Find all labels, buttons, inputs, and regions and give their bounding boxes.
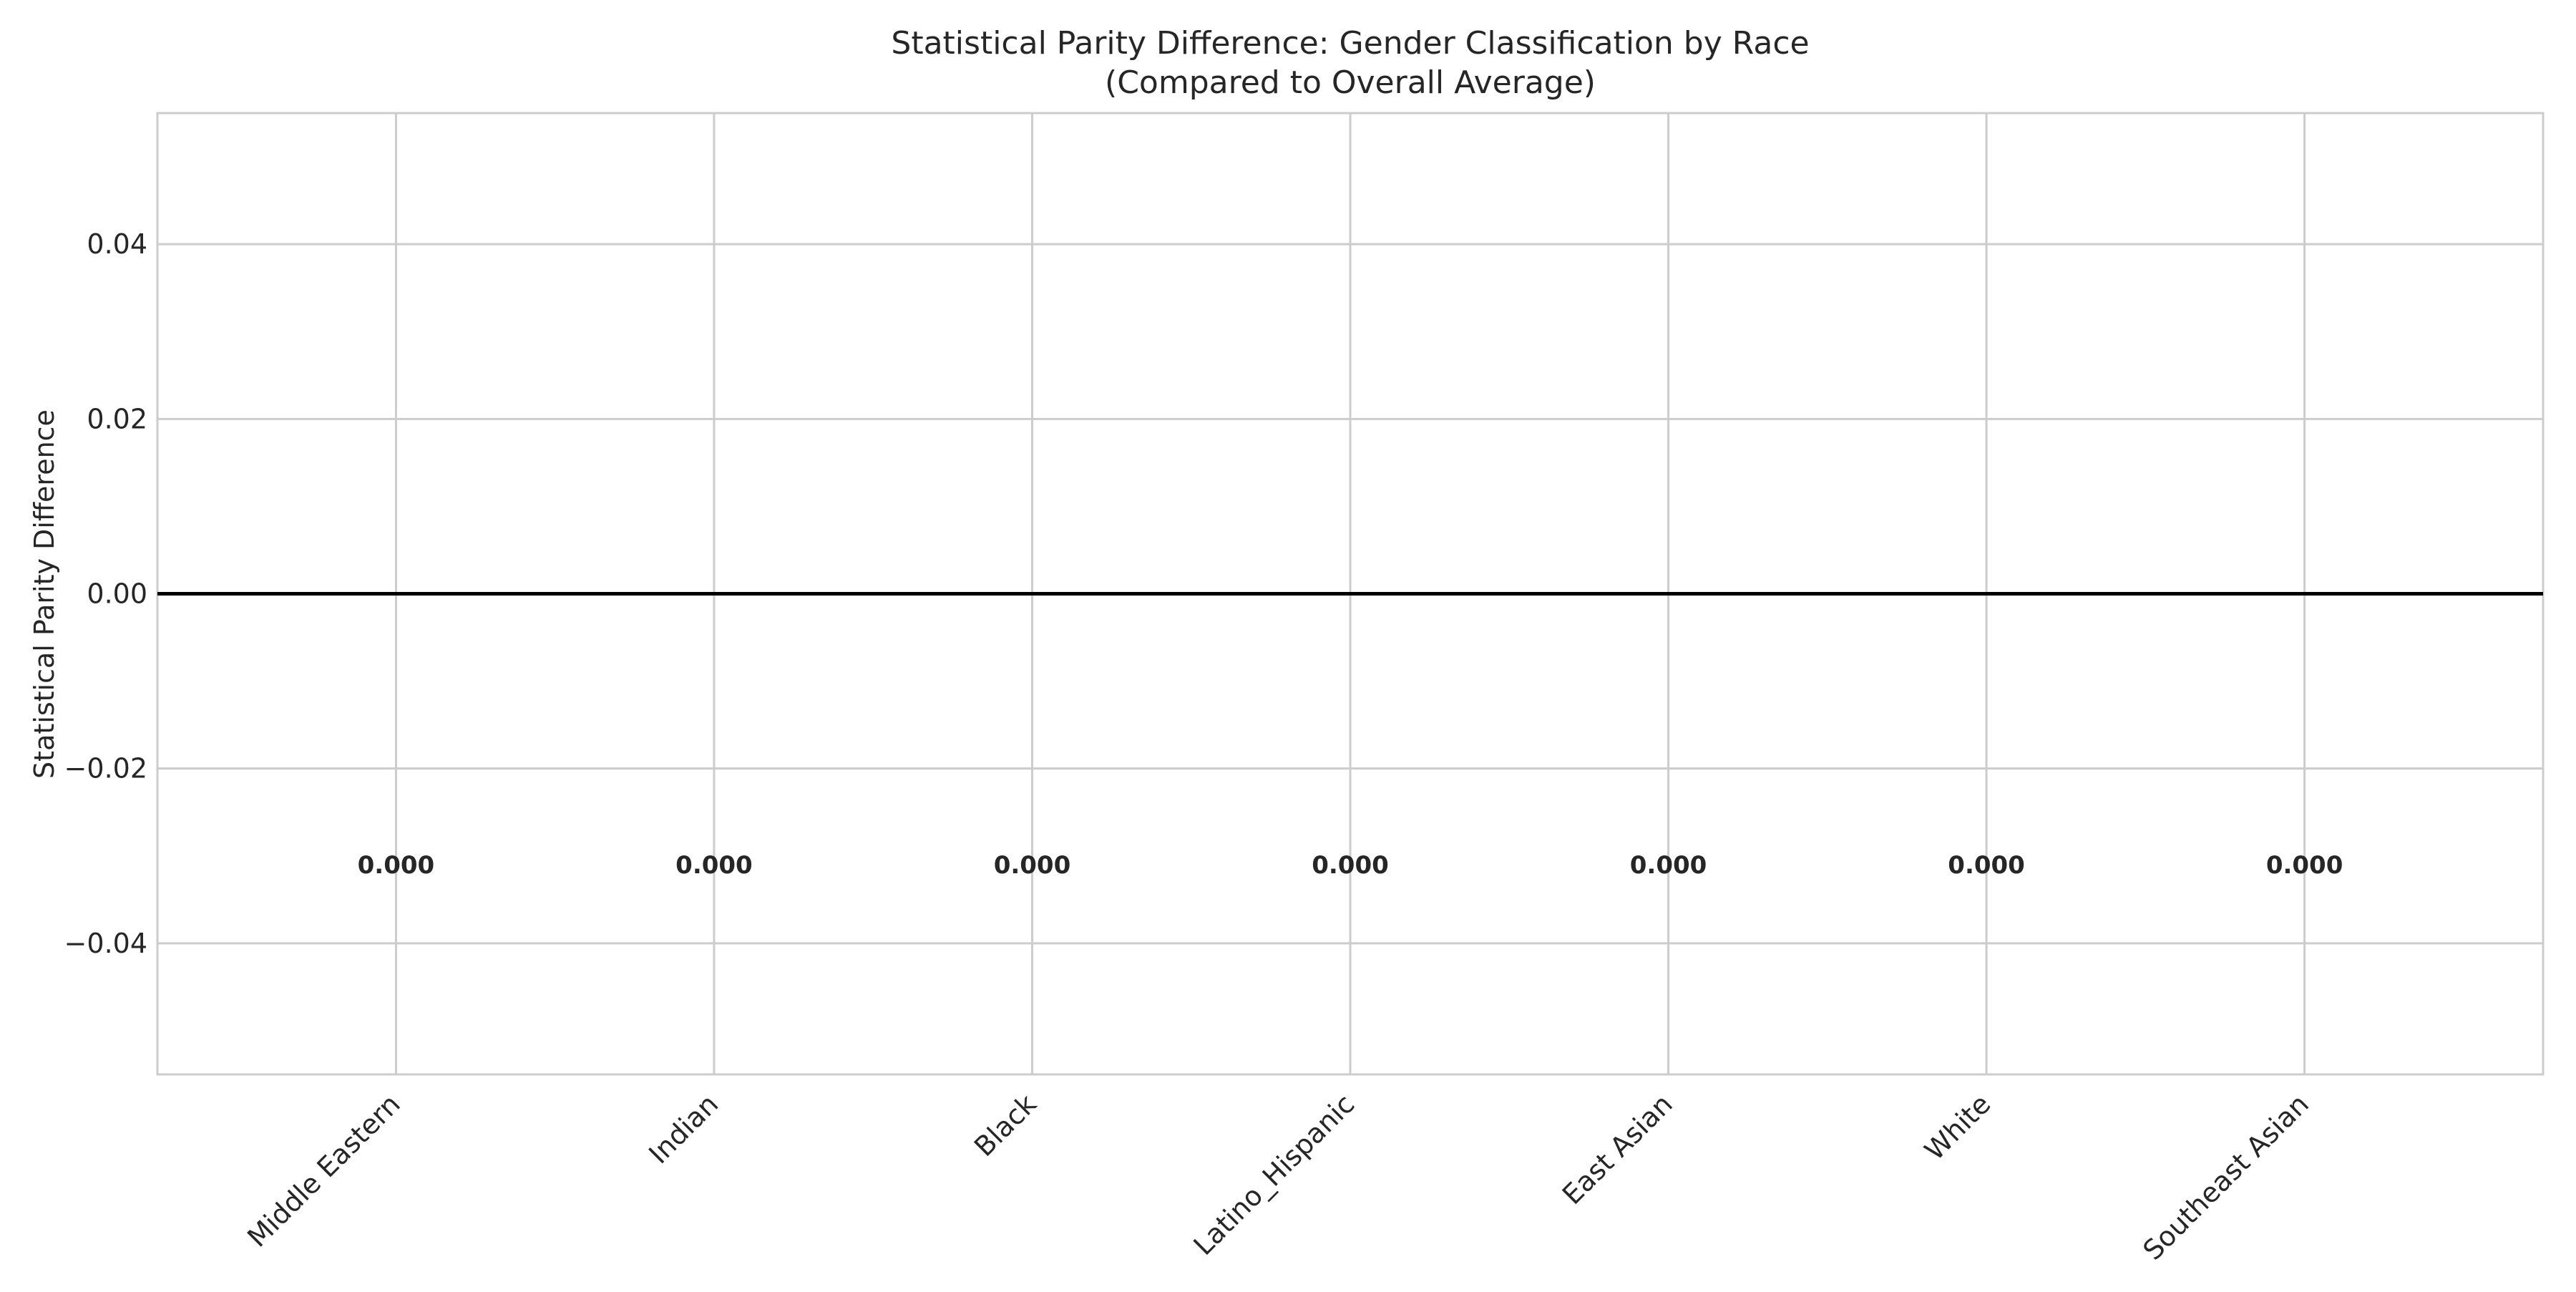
x-tick-label: Middle Eastern [241, 1088, 406, 1253]
data-labels: 0.000 0.000 0.000 0.000 0.000 0.000 0.000 [358, 851, 2343, 880]
x-tick-label: Indian [643, 1088, 724, 1170]
x-tick-label: Latino_Hispanic [1187, 1088, 1360, 1261]
data-label: 0.000 [675, 851, 753, 880]
x-tick-label: Black [968, 1088, 1043, 1162]
x-tick-label: East Asian [1556, 1088, 1679, 1210]
data-label: 0.000 [1312, 851, 1389, 880]
y-tick-labels: 0.04 0.02 0.00 −0.02 −0.04 [64, 228, 147, 959]
x-tick-labels: Middle Eastern Indian Black Latino_Hispanic… [241, 1088, 2315, 1266]
y-tick-label: 0.00 [87, 578, 147, 610]
data-label: 0.000 [358, 851, 435, 880]
x-tick-label: Southeast Asian [2137, 1088, 2315, 1266]
y-tick-label: −0.04 [64, 928, 147, 959]
data-label: 0.000 [2266, 851, 2343, 880]
data-label: 0.000 [1948, 851, 2025, 880]
y-tick-label: −0.02 [64, 753, 147, 785]
y-axis-label: Statistical Parity Difference [29, 409, 60, 779]
chart-subtitle: (Compared to Overall Average) [1105, 64, 1596, 101]
chart-title: Statistical Parity Difference: Gender Cl… [891, 25, 1809, 62]
y-tick-label: 0.02 [87, 403, 147, 434]
data-label: 0.000 [994, 851, 1071, 880]
x-tick-label: White [1918, 1088, 1996, 1166]
data-label: 0.000 [1630, 851, 1707, 880]
y-tick-label: 0.04 [87, 228, 147, 260]
